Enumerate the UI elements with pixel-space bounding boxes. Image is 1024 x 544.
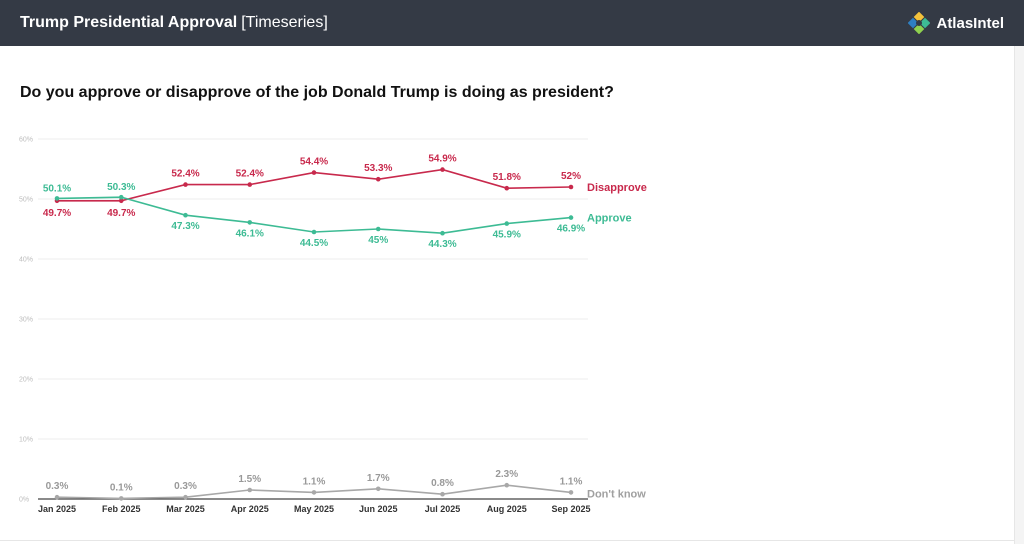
data-label-dont-know: 0.3% bbox=[46, 481, 69, 492]
scrollbar-track[interactable] bbox=[1014, 46, 1024, 544]
data-point-approve bbox=[311, 229, 317, 235]
data-label-dont-know: 1.1% bbox=[303, 476, 326, 487]
data-label-disapprove: 54.4% bbox=[300, 157, 328, 168]
page-title: Trump Presidential Approval [Timeseries] bbox=[20, 14, 328, 32]
data-point-approve bbox=[183, 212, 188, 218]
data-point-dont_know bbox=[183, 494, 188, 500]
data-label-disapprove: 54.9% bbox=[428, 154, 456, 165]
data-point-disapprove bbox=[440, 167, 445, 172]
y-tick-label: 30% bbox=[19, 317, 33, 324]
title-subtitle: [Timeseries] bbox=[241, 14, 328, 31]
data-point-approve bbox=[54, 196, 60, 201]
atlasintel-logo-icon bbox=[908, 12, 931, 34]
data-point-dont_know bbox=[504, 482, 510, 488]
data-point-disapprove bbox=[311, 170, 317, 175]
y-tick-label: 20% bbox=[19, 377, 33, 384]
data-label-approve: 44.3% bbox=[428, 239, 456, 250]
data-label-disapprove: 52.4% bbox=[236, 169, 264, 180]
data-label-disapprove: 49.7% bbox=[43, 208, 71, 219]
data-point-approve bbox=[375, 226, 381, 232]
data-point-dont_know bbox=[247, 487, 253, 493]
x-tick-label: Mar 2025 bbox=[166, 504, 205, 514]
data-point-disapprove bbox=[118, 198, 124, 204]
data-label-approve: 46.1% bbox=[236, 228, 264, 239]
data-label-disapprove: 52% bbox=[561, 171, 581, 182]
legend-label-approve: Approve bbox=[587, 213, 632, 225]
x-tick-label: May 2025 bbox=[294, 504, 334, 514]
legend-label-dont_know: Don't know bbox=[587, 488, 646, 500]
x-tick-label: Feb 2025 bbox=[102, 504, 141, 514]
data-label-approve: 47.3% bbox=[171, 221, 199, 232]
data-point-dont_know bbox=[311, 490, 317, 495]
x-tick-label: Jul 2025 bbox=[425, 504, 461, 514]
y-tick-label: 50% bbox=[19, 197, 33, 204]
header-bar: Trump Presidential Approval [Timeseries] … bbox=[0, 0, 1024, 46]
x-tick-label: Sep 2025 bbox=[551, 504, 590, 514]
data-label-approve: 45% bbox=[368, 235, 388, 246]
data-label-dont-know: 1.5% bbox=[238, 474, 261, 485]
data-point-disapprove bbox=[183, 182, 188, 187]
data-label-dont-know: 0.3% bbox=[174, 481, 197, 492]
data-point-dont_know bbox=[54, 494, 60, 500]
bottom-divider bbox=[0, 540, 1014, 541]
data-label-disapprove: 51.8% bbox=[493, 172, 521, 183]
data-point-dont_know bbox=[118, 496, 124, 501]
chart-title: Do you approve or disapprove of the job … bbox=[20, 84, 614, 101]
data-label-dont-know: 1.7% bbox=[367, 473, 390, 484]
y-tick-label: 40% bbox=[19, 257, 33, 264]
data-point-disapprove bbox=[375, 176, 381, 182]
brand-logo: AtlasIntel bbox=[908, 12, 1004, 34]
data-point-approve bbox=[440, 230, 445, 236]
data-label-approve: 44.5% bbox=[300, 238, 328, 249]
data-point-dont_know bbox=[568, 490, 574, 495]
data-label-disapprove: 52.4% bbox=[171, 169, 199, 180]
data-label-approve: 50.1% bbox=[43, 183, 71, 194]
data-label-disapprove: 49.7% bbox=[107, 208, 135, 219]
x-tick-label: Jan 2025 bbox=[38, 504, 76, 514]
data-point-dont_know bbox=[375, 486, 381, 492]
data-point-disapprove bbox=[504, 185, 510, 191]
data-label-approve: 46.9% bbox=[557, 224, 585, 235]
data-point-disapprove bbox=[568, 184, 574, 190]
y-tick-label: 10% bbox=[19, 437, 33, 444]
x-tick-label: Jun 2025 bbox=[359, 504, 398, 514]
data-label-dont-know: 1.1% bbox=[560, 476, 583, 487]
data-point-disapprove bbox=[247, 182, 253, 187]
data-label-approve: 45.9% bbox=[493, 230, 521, 241]
data-label-dont-know: 0.8% bbox=[431, 478, 454, 489]
data-point-approve bbox=[568, 215, 574, 220]
data-point-dont_know bbox=[440, 491, 445, 497]
title-main: Trump Presidential Approval bbox=[20, 14, 238, 31]
data-point-approve bbox=[247, 220, 253, 225]
data-label-dont-know: 0.1% bbox=[110, 482, 133, 493]
data-point-approve bbox=[504, 221, 510, 226]
y-tick-label: 0% bbox=[19, 497, 29, 504]
data-label-approve: 50.3% bbox=[107, 182, 135, 193]
data-point-approve bbox=[118, 194, 124, 200]
x-tick-label: Aug 2025 bbox=[487, 504, 527, 514]
x-tick-label: Apr 2025 bbox=[231, 504, 269, 514]
data-label-dont-know: 2.3% bbox=[495, 469, 518, 480]
brand-name: AtlasIntel bbox=[936, 14, 1004, 32]
data-label-disapprove: 53.3% bbox=[364, 163, 392, 174]
legend-label-disapprove: Disapprove bbox=[587, 182, 647, 194]
y-tick-label: 60% bbox=[19, 137, 33, 144]
